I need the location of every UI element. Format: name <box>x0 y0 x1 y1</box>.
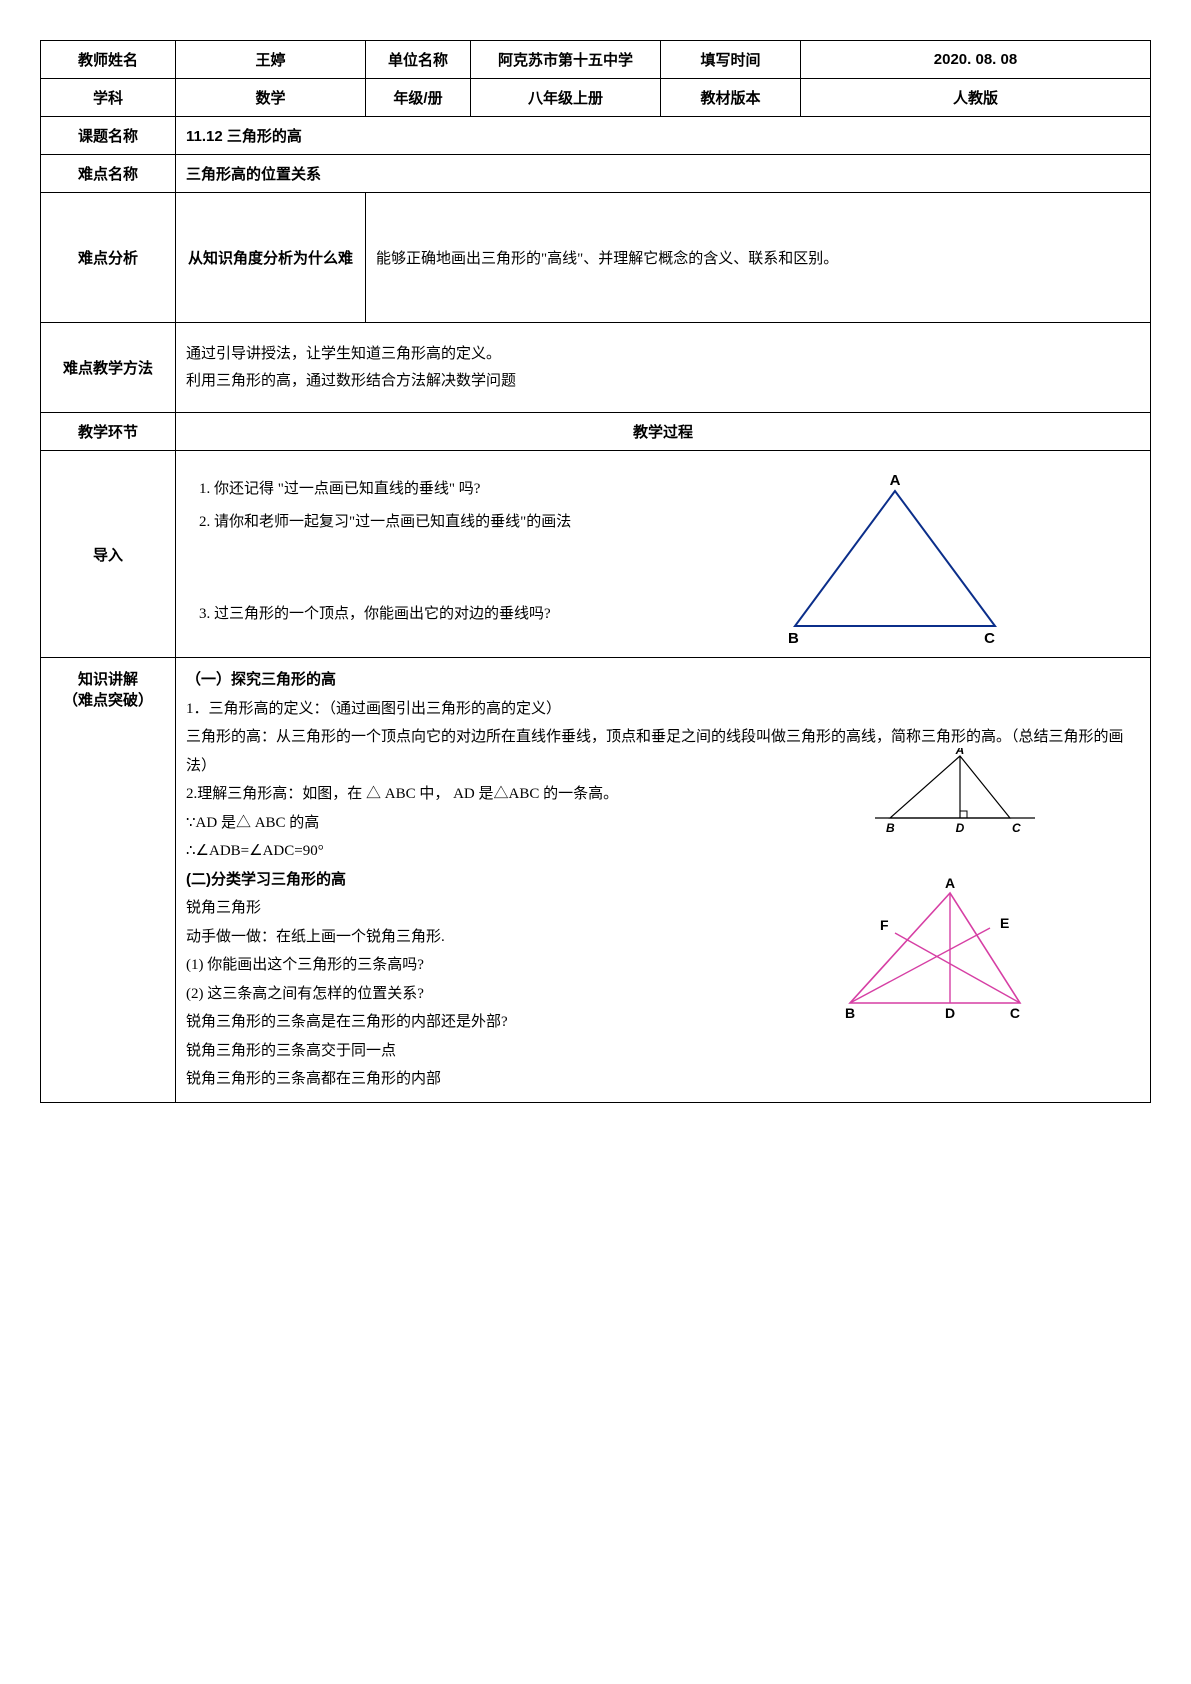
knowledge-p12: 锐角三角形的三条高都在三角形的内部 <box>186 1065 1140 1094</box>
triangle-abc-figure: A B C <box>780 471 1010 646</box>
analysis-why-text: 能够正确地画出三角形的"高线"、并理解它概念的含义、联系和区别。 <box>366 193 1151 323</box>
teacher-value: 王婷 <box>176 41 366 79</box>
f2-c: C <box>1012 821 1021 835</box>
method-text: 通过引导讲授法，让学生知道三角形高的定义。 利用三角形的高，通过数形结合方法解决… <box>176 323 1151 413</box>
f3-e: E <box>1000 915 1009 931</box>
teacher-label: 教师姓名 <box>41 41 176 79</box>
method-line2: 利用三角形的高，通过数形结合方法解决数学问题 <box>186 373 516 389</box>
page: 教师姓名 王婷 单位名称 阿克苏市第十五中学 填写时间 2020. 08. 08… <box>40 40 1151 1103</box>
subject-label: 学科 <box>41 79 176 117</box>
lesson-plan-table: 教师姓名 王婷 单位名称 阿克苏市第十五中学 填写时间 2020. 08. 08… <box>40 40 1151 1103</box>
knowledge-p11: 锐角三角形的三条高交于同一点 <box>186 1037 1140 1066</box>
knowledge-p5: ∴∠ADB=∠ADC=90° <box>186 837 1140 866</box>
intro-label: 导入 <box>41 451 176 658</box>
f2-b: B <box>886 821 895 835</box>
knowledge-label-1: 知识讲解 <box>78 671 138 688</box>
row-teacher: 教师姓名 王婷 单位名称 阿克苏市第十五中学 填写时间 2020. 08. 08 <box>41 41 1151 79</box>
grade-label: 年级/册 <box>366 79 471 117</box>
triangle-altitude-figure: A B C D <box>870 748 1040 838</box>
unit-label: 单位名称 <box>366 41 471 79</box>
knowledge-label-2: （难点突破） <box>63 692 153 709</box>
knowledge-h1: （一）探究三角形的高 <box>186 666 1140 695</box>
right-angle-mark <box>960 811 967 818</box>
stage-label: 教学环节 <box>41 413 176 451</box>
topic-label: 课题名称 <box>41 117 176 155</box>
acute-triangle-altitudes-figure: A B C D E F <box>830 878 1040 1023</box>
row-stage-header: 教学环节 教学过程 <box>41 413 1151 451</box>
f2-d: D <box>956 821 965 835</box>
triangle-abc-shape <box>795 491 995 626</box>
row-subject: 学科 数学 年级/册 八年级上册 教材版本 人教版 <box>41 79 1151 117</box>
method-label: 难点教学方法 <box>41 323 176 413</box>
row-knowledge: 知识讲解 （难点突破） （一）探究三角形的高 1．三角形高的定义：（通过画图引出… <box>41 658 1151 1103</box>
row-intro: 导入 你还记得 "过一点画已知直线的垂线" 吗? 请你和老师一起复习"过一点画已… <box>41 451 1151 658</box>
subject-value: 数学 <box>176 79 366 117</box>
row-method: 难点教学方法 通过引导讲授法，让学生知道三角形高的定义。 利用三角形的高，通过数… <box>41 323 1151 413</box>
book-label: 教材版本 <box>661 79 801 117</box>
f3-d: D <box>945 1005 955 1021</box>
row-difficulty: 难点名称 三角形高的位置关系 <box>41 155 1151 193</box>
method-line1: 通过引导讲授法，让学生知道三角形高的定义。 <box>186 346 501 362</box>
altitude-b <box>850 928 990 1003</box>
process-label: 教学过程 <box>176 413 1151 451</box>
unit-value: 阿克苏市第十五中学 <box>471 41 661 79</box>
vertex-a-label: A <box>890 472 901 489</box>
knowledge-content: （一）探究三角形的高 1．三角形高的定义：（通过画图引出三角形的高的定义） 三角… <box>176 658 1151 1103</box>
triangle-shape-2 <box>890 756 1010 818</box>
row-analysis: 难点分析 从知识角度分析为什么难 能够正确地画出三角形的"高线"、并理解它概念的… <box>41 193 1151 323</box>
difficulty-value: 三角形高的位置关系 <box>176 155 1151 193</box>
analysis-why-label: 从知识角度分析为什么难 <box>176 193 366 323</box>
grade-value: 八年级上册 <box>471 79 661 117</box>
row-topic: 课题名称 11.12 三角形的高 <box>41 117 1151 155</box>
f2-a: A <box>955 748 965 757</box>
triangle-shape-3 <box>850 893 1020 1003</box>
knowledge-p1: 1．三角形高的定义：（通过画图引出三角形的高的定义） <box>186 695 1140 724</box>
f3-a: A <box>945 878 955 891</box>
f3-c: C <box>1010 1005 1020 1021</box>
f3-f: F <box>880 917 889 933</box>
intro-content: 你还记得 "过一点画已知直线的垂线" 吗? 请你和老师一起复习"过一点画已知直线… <box>176 451 1151 658</box>
vertex-b-label: B <box>788 630 799 646</box>
altitude-c <box>895 933 1020 1003</box>
book-value: 人教版 <box>801 79 1151 117</box>
date-value: 2020. 08. 08 <box>801 41 1151 79</box>
vertex-c-label: C <box>984 630 995 646</box>
topic-value: 11.12 三角形的高 <box>176 117 1151 155</box>
date-label: 填写时间 <box>661 41 801 79</box>
difficulty-label: 难点名称 <box>41 155 176 193</box>
f3-b: B <box>845 1005 855 1021</box>
analysis-label: 难点分析 <box>41 193 176 323</box>
knowledge-label: 知识讲解 （难点突破） <box>41 658 176 1103</box>
